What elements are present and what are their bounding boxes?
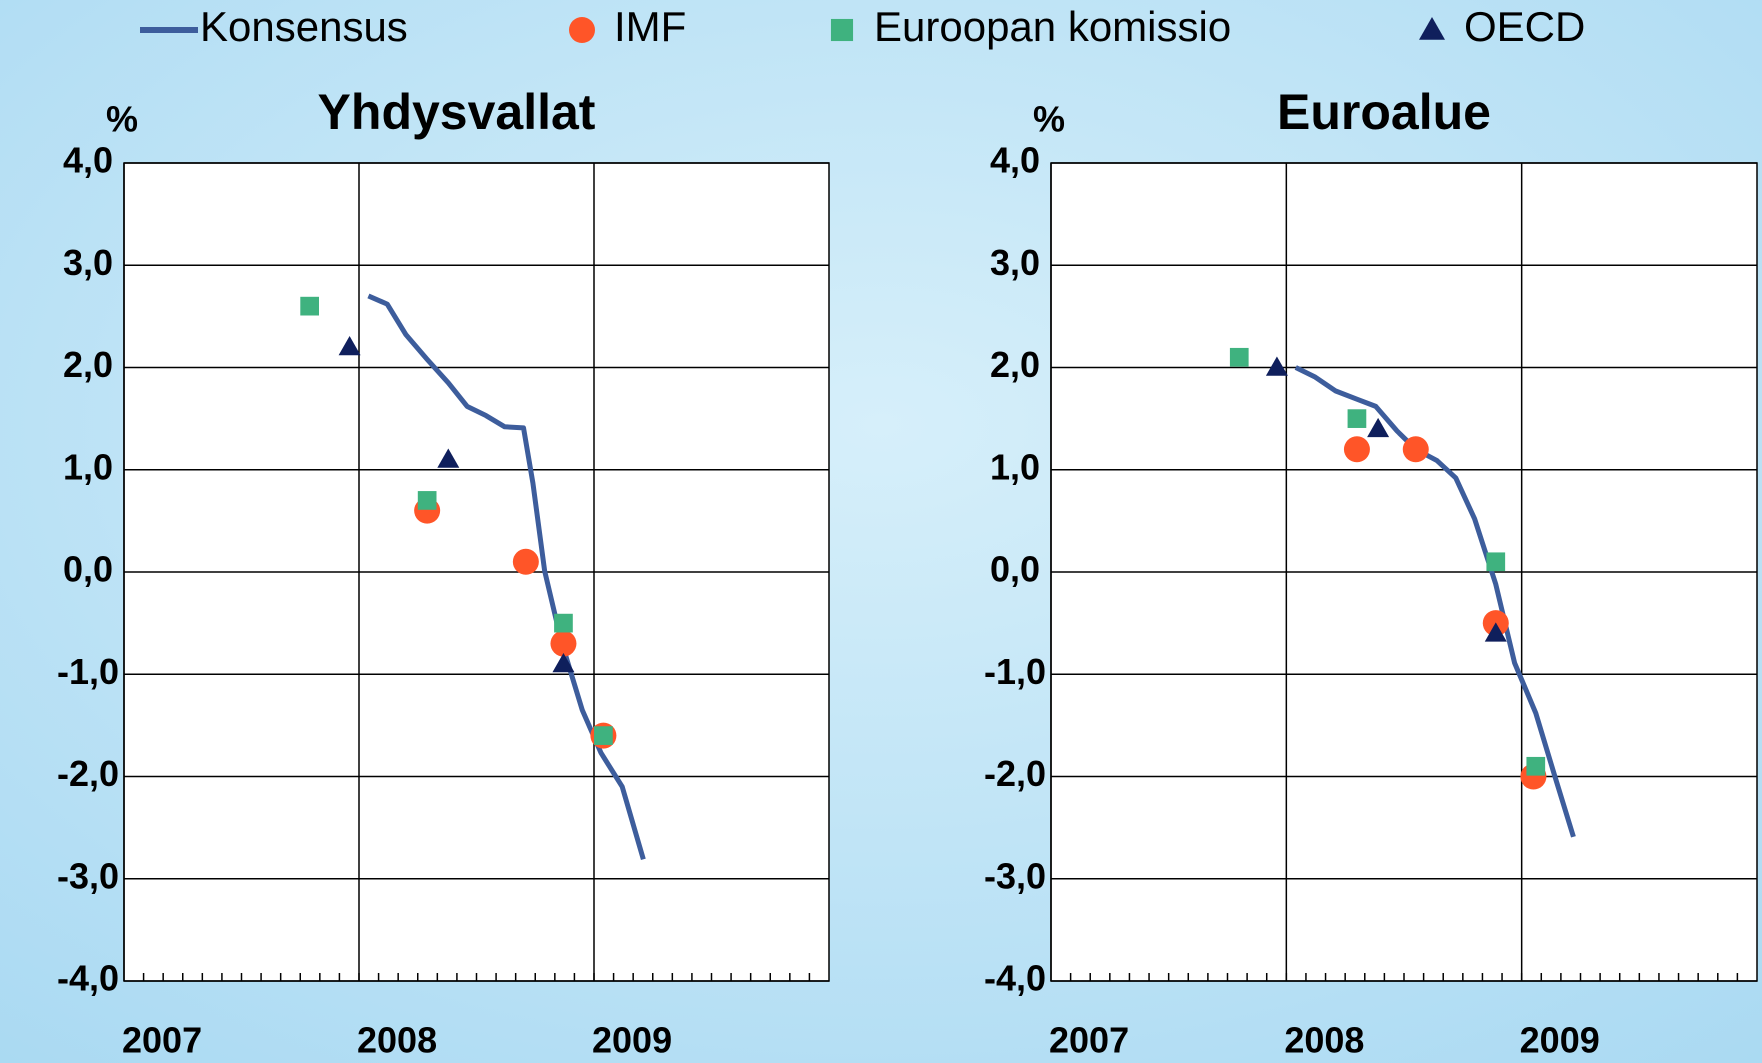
x-tick-label: 2007 [122,1020,202,1061]
y-tick-label: -4,0 [57,958,119,999]
y-tick-label: -1,0 [984,651,1046,692]
point [1484,622,1507,642]
legend-swatch [569,17,595,43]
x-tick-label: 2008 [357,1020,437,1061]
line [1294,365,1576,838]
chart-title: Yhdysvallat [318,84,596,140]
y-tick-label: 1,0 [63,446,113,487]
y-tick-label: 2,0 [990,344,1040,385]
point [1343,436,1370,463]
y-tick-label: 3,0 [990,242,1040,283]
legend-label: IMF [614,3,686,50]
y-axis-label: % [106,99,138,140]
point [1265,356,1288,376]
point [594,726,613,745]
legend-label: Konsensus [200,3,408,50]
point [550,630,577,657]
point [1367,417,1390,438]
legend-swatch [830,18,854,42]
x-tick-label: 2009 [1520,1020,1600,1061]
point [417,491,437,510]
y-tick-label: 2,0 [63,344,113,385]
y-tick-label: -3,0 [984,855,1046,896]
y-axis-label: % [1033,99,1065,140]
point [437,448,460,468]
legend-label: Euroopan komissio [874,3,1231,50]
point [1347,409,1367,428]
chart-title: Euroalue [1277,84,1491,140]
point [1229,347,1249,367]
y-tick-label: -2,0 [57,753,119,794]
y-tick-label: 1,0 [990,446,1040,487]
point [552,653,575,673]
y-tick-label: -1,0 [57,651,119,692]
legend-label: OECD [1464,3,1585,50]
y-tick-label: 4,0 [990,140,1040,181]
y-tick-label: -3,0 [57,855,119,896]
y-tick-label: -4,0 [984,958,1046,999]
y-tick-label: 0,0 [63,549,113,590]
y-tick-label: 0,0 [990,549,1040,590]
y-tick-label: 3,0 [63,242,113,283]
x-tick-label: 2008 [1284,1020,1364,1061]
point [1486,552,1506,572]
point [300,296,319,316]
y-tick-label: -2,0 [984,753,1046,794]
point [554,613,573,633]
point [1402,436,1429,463]
x-tick-label: 2007 [1049,1020,1129,1061]
legend-swatch [1419,17,1445,40]
y-tick-label: 4,0 [63,140,113,181]
x-tick-label: 2009 [592,1020,672,1061]
point [338,336,361,356]
point [512,548,539,575]
point [1526,756,1546,776]
